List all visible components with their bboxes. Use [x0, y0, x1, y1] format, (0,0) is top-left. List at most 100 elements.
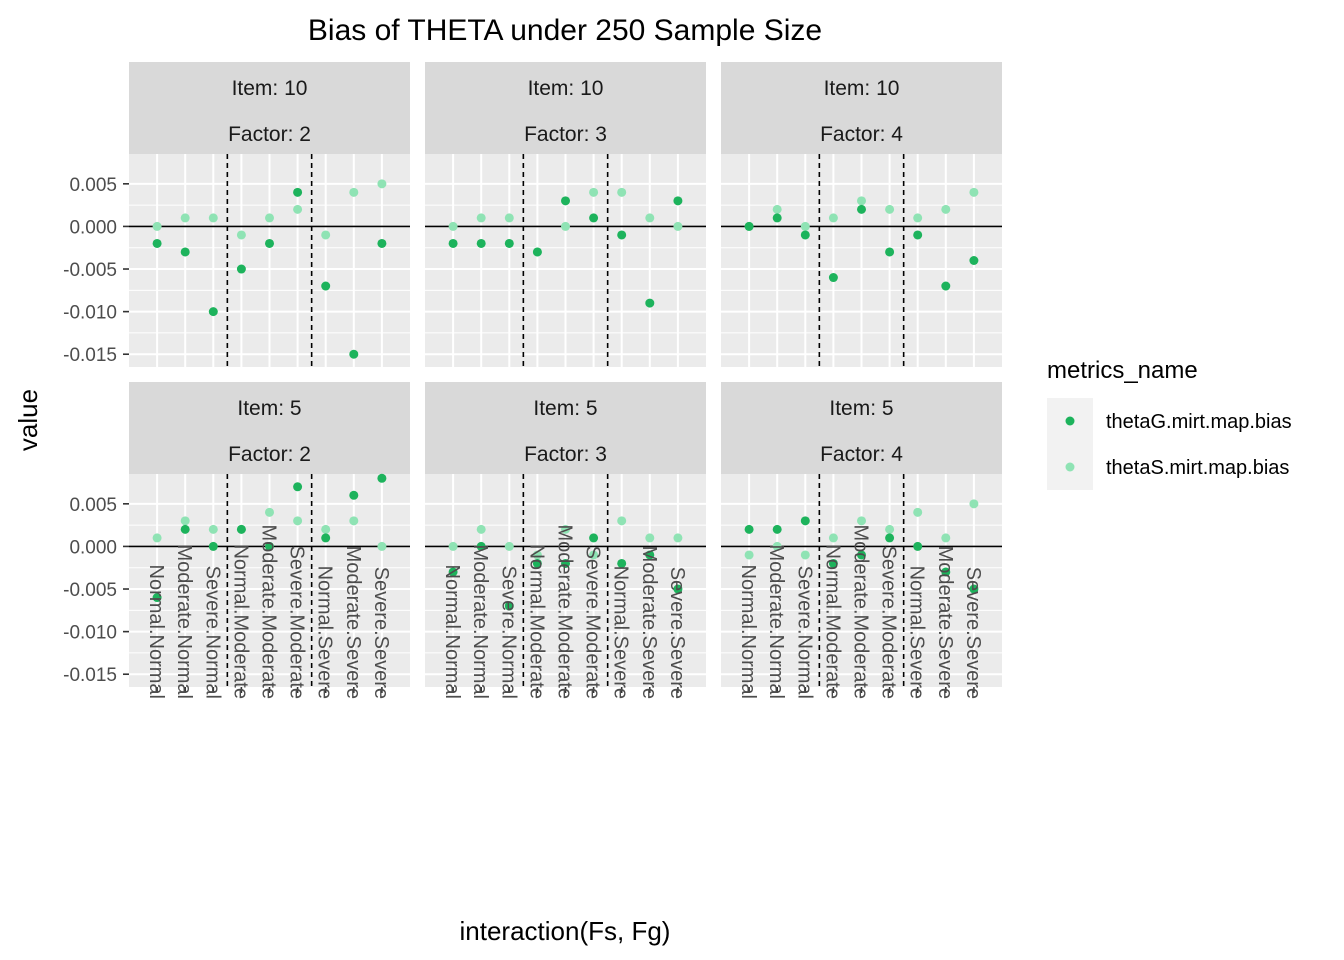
- data-point-thetaG: [532, 247, 542, 257]
- x-tick-label: Moderate.Severe: [934, 546, 956, 699]
- data-point-thetaG: [504, 601, 514, 611]
- facet-strip-label: Factor: 3: [524, 443, 607, 466]
- x-axis-label: interaction(Fs, Fg): [460, 916, 671, 946]
- data-point-thetaS: [800, 221, 810, 231]
- data-point-thetaS: [152, 221, 162, 231]
- data-point-thetaG: [180, 524, 190, 534]
- data-point-thetaS: [645, 533, 655, 543]
- y-tick-label: -0.015: [63, 665, 117, 686]
- data-point-thetaS: [448, 541, 458, 551]
- x-tick-label: Normal.Moderate: [821, 544, 843, 699]
- x-tick-label: Moderate.Moderate: [554, 524, 576, 699]
- y-tick-label: 0.005: [69, 175, 117, 196]
- data-point-thetaG: [645, 550, 655, 560]
- facet-strip-label: Item: 10: [824, 77, 900, 100]
- data-point-thetaG: [941, 281, 951, 291]
- facet-strip-label: Item: 10: [528, 77, 604, 100]
- data-point-thetaG: [744, 524, 754, 534]
- data-point-thetaG: [377, 473, 387, 483]
- data-point-thetaG: [673, 196, 683, 206]
- data-point-thetaS: [180, 213, 190, 223]
- y-tick-label: 0.000: [69, 217, 117, 238]
- axes: 0.005 0.000 -0.005 -0.010 -0.015 0.005 0.000 -0…: [63, 175, 984, 699]
- data-point-thetaS: [152, 533, 162, 543]
- data-point-thetaG: [152, 238, 162, 248]
- data-point-thetaS: [913, 507, 923, 517]
- x-tick-label: Normal.Moderate: [229, 544, 251, 699]
- facet-strip-label: Factor: 3: [524, 123, 607, 146]
- facet-strip-label: Item: 5: [829, 397, 893, 420]
- data-point-thetaS: [561, 524, 570, 534]
- data-point-thetaS: [208, 213, 218, 223]
- data-point-thetaS: [941, 204, 951, 214]
- data-point-thetaS: [744, 550, 754, 560]
- data-point-thetaS: [885, 524, 895, 534]
- x-tick-label: Severe.Severe: [370, 567, 392, 699]
- data-point-thetaG: [236, 524, 246, 534]
- y-tick-label: 0.000: [69, 537, 117, 558]
- data-point-thetaG: [448, 567, 458, 577]
- data-point-thetaG: [617, 558, 627, 568]
- x-tick-label: Severe.Normal: [201, 566, 223, 699]
- x-tick-label: Normal.Normal: [441, 565, 463, 699]
- legend-key-marker: [1065, 416, 1075, 426]
- data-point-thetaG: [589, 213, 599, 223]
- facet-strip-label: Item: 5: [237, 397, 301, 420]
- data-point-thetaS: [448, 221, 458, 231]
- facet-panel: Item: 10 Factor: 2: [129, 62, 410, 367]
- data-point-thetaS: [941, 533, 951, 543]
- legend-key-marker: [1065, 462, 1075, 472]
- data-point-thetaS: [617, 516, 627, 526]
- data-point-thetaS: [476, 524, 486, 534]
- facet-strip-label: Factor: 2: [228, 443, 311, 466]
- facet-panel: Item: 10 Factor: 3: [425, 62, 706, 367]
- x-tick-label: Moderate.Normal: [469, 544, 491, 699]
- facet-strip: [721, 382, 1002, 474]
- facet-strip: [129, 62, 410, 154]
- data-point-thetaG: [532, 558, 542, 568]
- data-point-thetaG: [772, 524, 782, 534]
- legend-entry-label: thetaS.mirt.map.bias: [1106, 457, 1289, 479]
- x-tick-label: Normal.Severe: [906, 566, 928, 699]
- x-tick-label: Normal.Severe: [610, 566, 632, 699]
- x-tick-label: Severe.Moderate: [878, 546, 900, 699]
- data-point-thetaS: [504, 541, 514, 551]
- data-point-thetaS: [349, 516, 359, 526]
- facet-strip-label: Factor: 4: [820, 123, 903, 146]
- data-point-thetaS: [208, 524, 218, 534]
- x-tick-label: Severe.Moderate: [286, 546, 308, 699]
- data-point-thetaS: [857, 516, 866, 526]
- data-point-thetaG: [772, 213, 782, 223]
- x-tick-label: Moderate.Severe: [638, 546, 660, 699]
- data-point-thetaS: [645, 213, 655, 223]
- data-point-thetaS: [349, 187, 359, 197]
- data-point-thetaG: [589, 533, 599, 543]
- facet-strip-label: Item: 10: [232, 77, 308, 100]
- data-point-thetaS: [589, 187, 599, 197]
- y-tick-label: 0.005: [69, 495, 117, 516]
- data-point-thetaG: [828, 558, 838, 568]
- data-point-thetaG: [180, 247, 190, 257]
- data-point-thetaS: [828, 213, 838, 223]
- x-tick-label: Moderate.Severe: [342, 546, 364, 699]
- data-point-thetaG: [265, 238, 274, 248]
- x-tick-label: Severe.Severe: [962, 567, 984, 699]
- data-point-thetaS: [617, 187, 627, 197]
- data-point-thetaG: [800, 230, 810, 240]
- data-point-thetaG: [617, 230, 627, 240]
- data-point-thetaS: [321, 230, 331, 240]
- x-tick-label: Severe.Normal: [497, 566, 519, 699]
- facet-panel: Item: 5 Factor: 4: [721, 382, 1002, 687]
- data-point-thetaG: [152, 593, 162, 603]
- facet-panel: Item: 5 Factor: 3: [425, 382, 706, 687]
- facet-strip: [425, 382, 706, 474]
- data-point-thetaG: [885, 533, 895, 543]
- data-point-thetaS: [800, 550, 810, 560]
- data-point-thetaS: [857, 196, 866, 206]
- data-point-thetaG: [208, 541, 218, 551]
- data-point-thetaG: [504, 238, 514, 248]
- facet-strip: [425, 62, 706, 154]
- data-point-thetaG: [744, 221, 754, 231]
- data-point-thetaS: [321, 524, 331, 534]
- data-point-thetaG: [377, 238, 387, 248]
